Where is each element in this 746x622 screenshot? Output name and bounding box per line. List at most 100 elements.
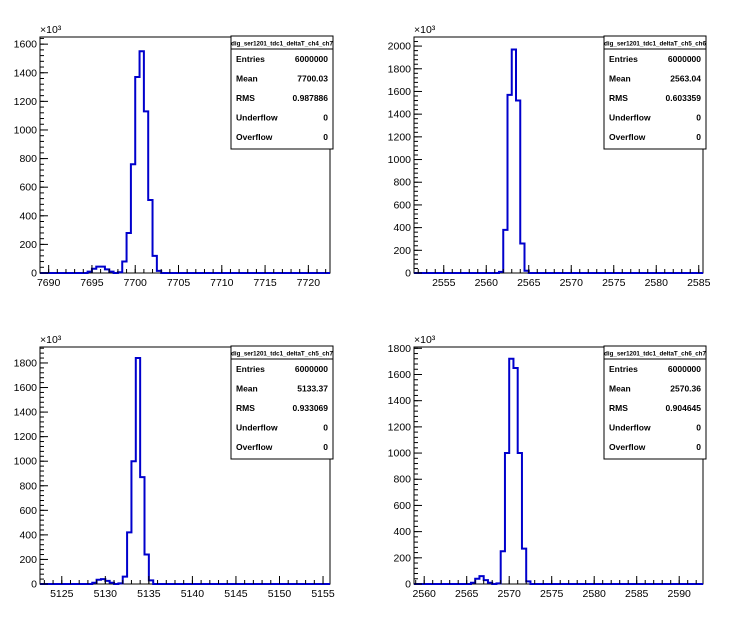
y-multiplier-label: ×10³ [40,24,62,36]
y-tick-label: 0 [31,579,37,591]
histogram-bin [479,576,483,584]
y-tick-label: 600 [393,199,411,211]
histogram-bin [92,583,96,584]
stats-label: Overflow [236,132,273,142]
stats-label: Underflow [609,423,651,433]
x-tick-label: 5150 [268,588,292,600]
stats-value: 0 [696,113,701,123]
histogram-bin [509,359,513,584]
stats-box: dig_ser1201_tdc1_deltaT_ch5_ch6 Entries 60… [603,35,707,150]
histogram-bin [499,272,503,273]
y-tick-label: 1400 [14,67,38,79]
x-tick-label: 5145 [224,588,248,600]
y-tick-label: 1000 [14,456,38,468]
stats-value: 0 [696,132,701,142]
y-tick-label: 1400 [388,395,412,407]
x-tick-label: 5155 [311,588,335,600]
y-tick-label: 1000 [388,448,412,460]
stats-box: dig_ser1201_tdc1_deltaT_ch6_ch7 Entries 60… [603,345,707,460]
stats-label: RMS [609,403,628,413]
y-tick-label: 1800 [14,357,38,369]
x-tick-label: 2575 [602,277,626,289]
y-tick-label: 1800 [388,63,412,75]
x-tick-label: 2590 [668,588,692,600]
histogram-bin [123,577,127,584]
stats-label: Entries [609,364,638,374]
stats-label: Overflow [236,442,273,452]
y-tick-label: 200 [19,554,37,566]
histogram-title: dig_ser1201_tdc1_deltaT_ch5_ch7 [231,351,333,358]
y-tick-label: 1200 [388,131,412,143]
y-tick-label: 1800 [388,343,412,355]
histogram-bin [145,555,149,584]
stats-label: RMS [236,93,255,103]
y-tick-label: 2000 [388,41,412,53]
x-tick-label: 2565 [455,588,479,600]
stats-value: 0.933069 [293,403,329,413]
stats-box: dig_ser1201_tdc1_deltaT_ch5_ch7 Entries 60… [230,345,334,460]
histogram-panel: 0 200 400 600 800 1000 1200 1400 1600 1800 5125 513… [14,334,335,600]
histogram-bin [127,532,131,584]
stats-value: 6000000 [668,364,701,374]
stats-value: 6000000 [295,364,328,374]
stats-value: 7700.03 [297,74,328,84]
histogram-bin [496,583,500,584]
x-tick-label: 2555 [432,277,456,289]
histogram-bin [136,358,140,584]
stats-value: 6000000 [668,54,701,64]
histogram-bin [101,579,105,584]
y-tick-label: 1200 [14,96,38,108]
stats-value: 5133.37 [297,384,328,394]
y-tick-label: 1000 [14,124,38,136]
y-tick-label: 1600 [388,86,412,98]
y-tick-label: 600 [19,182,37,194]
y-tick-label: 1400 [14,407,38,419]
y-tick-label: 0 [405,268,411,280]
stats-label: Overflow [609,442,646,452]
x-tick-label: 2575 [540,588,564,600]
stats-label: Mean [609,74,631,84]
x-tick-label: 2585 [687,277,711,289]
x-tick-label: 7695 [80,277,104,289]
histogram-panel: 0 200 400 600 800 1000 1200 1400 1600 7690 7695 770… [14,24,334,289]
histogram-bin [140,51,144,273]
y-tick-label: 800 [19,480,37,492]
x-tick-label: 2580 [583,588,607,600]
histogram-bin [109,272,113,273]
x-tick-label: 7690 [37,277,61,289]
y-tick-label: 600 [393,500,411,512]
x-tick-label: 7715 [253,277,277,289]
histogram-bin [105,581,109,584]
stats-value: 0 [323,423,328,433]
stats-value: 0.987886 [293,93,329,103]
x-tick-label: 5130 [94,588,118,600]
histogram-title: dig_ser1201_tdc1_deltaT_ch4_ch7 [231,41,333,48]
histogram-bin [508,95,512,273]
stats-label: Mean [609,384,631,394]
y-multiplier-label: ×10³ [414,24,436,36]
stats-label: Entries [236,54,265,64]
x-tick-label: 7710 [210,277,234,289]
stats-label: RMS [609,93,628,103]
y-tick-label: 1200 [388,421,412,433]
x-tick-label: 7700 [124,277,148,289]
histogram-bin [122,262,126,273]
histogram-bin [522,549,526,584]
histogram-bin [140,477,144,584]
y-tick-label: 400 [19,210,37,222]
histogram-title: dig_ser1201_tdc1_deltaT_ch6_ch7 [604,351,706,358]
y-tick-label: 1400 [388,109,412,121]
x-tick-label: 2560 [475,277,499,289]
histogram-bin [101,267,105,273]
histogram-bin [475,579,479,584]
histogram-bin [505,453,509,584]
x-tick-label: 7705 [167,277,191,289]
histogram-bin [153,256,157,273]
histogram-series [414,357,703,585]
histogram-bin [144,111,148,273]
y-multiplier-label: ×10³ [414,334,436,346]
stats-value: 2570.36 [670,384,701,394]
stats-box-frame [603,345,707,460]
y-tick-label: 1000 [388,154,412,166]
